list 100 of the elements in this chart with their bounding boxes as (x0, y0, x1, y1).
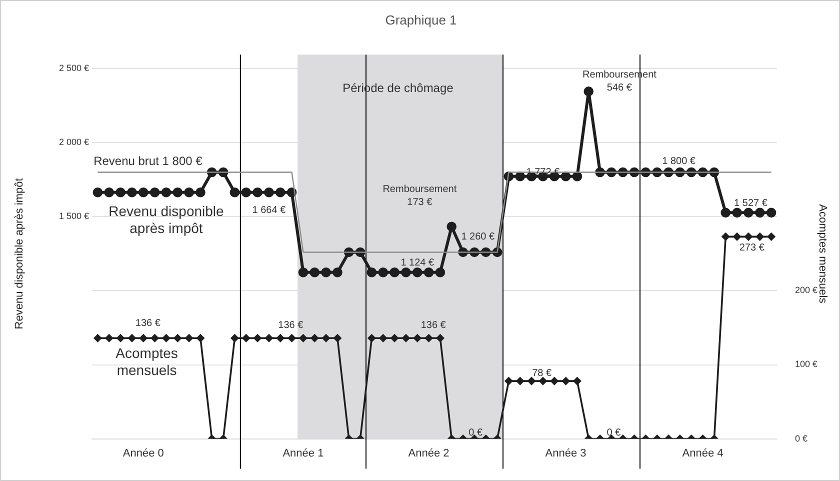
point (105, 334, 114, 342)
point (322, 334, 330, 342)
y2-axis-title: Acomptes mensuels (816, 204, 828, 304)
point (94, 334, 102, 342)
y-tick-label: 1 500 € (58, 211, 89, 222)
point (412, 267, 422, 278)
annotation: 1 664 € (252, 205, 286, 216)
point (288, 334, 296, 342)
point (550, 377, 558, 385)
x-tick-label: Année 1 (282, 447, 324, 460)
point (310, 334, 319, 342)
point (754, 208, 765, 218)
point (321, 267, 331, 278)
point (254, 334, 262, 342)
annotation: 136 € (135, 318, 161, 329)
point (504, 377, 513, 385)
point (379, 334, 388, 342)
point (572, 172, 582, 182)
point (528, 377, 536, 385)
annotation: 1 800 € (662, 156, 696, 168)
point (264, 187, 274, 198)
annotation: 136 € (420, 320, 446, 331)
point (413, 334, 422, 342)
point (230, 187, 240, 198)
x-tick-label: Année 4 (682, 447, 724, 460)
point (446, 222, 457, 232)
point (584, 86, 594, 96)
point (573, 377, 582, 385)
point (196, 334, 204, 342)
point (390, 267, 400, 278)
annotation: 1 124 € (400, 257, 434, 268)
point (230, 334, 239, 342)
point (92, 187, 103, 198)
point (766, 208, 776, 218)
point (104, 187, 114, 198)
point (424, 267, 434, 278)
annotation: Remboursement 173 € (382, 184, 457, 208)
point (560, 172, 571, 182)
point (139, 334, 148, 342)
point (516, 377, 524, 385)
point (424, 334, 433, 342)
point (128, 334, 136, 342)
x-tick-label: Année 0 (122, 447, 164, 460)
point (299, 334, 308, 342)
x-tick-label: Année 2 (408, 447, 450, 460)
point (185, 334, 193, 342)
point (241, 187, 252, 198)
annotation: 136 € (278, 320, 304, 331)
point (172, 187, 183, 198)
point (298, 267, 308, 278)
point (161, 187, 172, 198)
point (275, 187, 286, 198)
annotation: 1 260 € (461, 231, 495, 242)
point (401, 267, 411, 278)
y2-tick-label: 200 € (795, 285, 818, 296)
point (252, 187, 262, 198)
point (150, 334, 159, 342)
annotation: 1 527 € (734, 198, 768, 210)
y-axis-title: Revenu disponible après impôt (14, 178, 26, 330)
y2-tick-label: 0 € (795, 433, 808, 444)
point (378, 267, 388, 278)
point (150, 187, 160, 198)
y-tick-label: 2 500 € (58, 63, 89, 74)
point (162, 334, 170, 342)
annotation: Revenu brut 1 800 € (94, 154, 203, 168)
point (184, 187, 194, 198)
point (390, 334, 398, 342)
point (436, 334, 444, 342)
annotation: 78 € (532, 368, 552, 379)
annotation: 0 € (468, 427, 483, 438)
point (744, 208, 754, 218)
point (562, 377, 570, 385)
point (732, 208, 742, 218)
point (435, 267, 446, 278)
y2-tick-label: 100 € (795, 359, 818, 370)
point (334, 334, 342, 342)
point (366, 267, 377, 278)
y-tick-label: 2 000 € (58, 137, 89, 148)
point (127, 187, 137, 198)
x-tick-label: Année 3 (545, 447, 586, 460)
point (332, 267, 342, 278)
point (720, 208, 731, 218)
point (515, 172, 526, 182)
point (276, 334, 284, 342)
point (310, 267, 320, 278)
point (368, 334, 376, 342)
point (539, 377, 547, 385)
chart-title: Graphique 1 (385, 12, 457, 28)
point (286, 187, 297, 198)
point (265, 334, 273, 342)
annotation: 1 772 € (526, 167, 560, 178)
point (116, 187, 126, 198)
point (138, 187, 148, 198)
point (196, 187, 206, 198)
point (116, 334, 124, 342)
annotation: Revenu disponible après impôt (108, 203, 224, 236)
point (174, 334, 182, 342)
annotation: 273 € (739, 242, 765, 254)
annotation: 0 € (606, 427, 622, 438)
point (402, 334, 410, 342)
